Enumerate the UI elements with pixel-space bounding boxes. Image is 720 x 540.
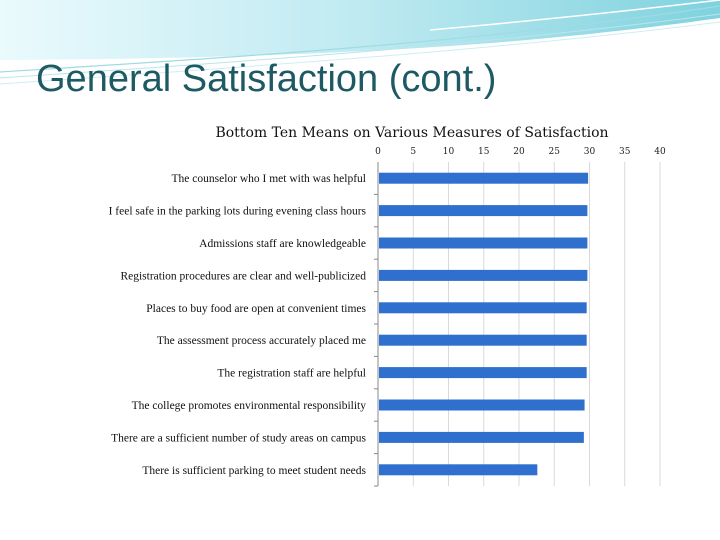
x-tick-label: 35 <box>619 147 631 157</box>
bar <box>379 269 588 281</box>
bar <box>379 302 587 314</box>
x-tick-label: 15 <box>478 147 490 157</box>
category-labels: The counselor who I met with was helpful… <box>109 173 367 477</box>
x-axis-ticks: 0 5 10 15 20 25 30 35 40 <box>375 147 666 157</box>
category-label: There is sufficient parking to meet stud… <box>142 465 366 477</box>
category-label: Registration procedures are clear and we… <box>120 270 366 282</box>
bar <box>379 334 587 346</box>
bar <box>379 237 588 249</box>
category-label: The registration staff are helpful <box>217 368 366 380</box>
bars <box>374 172 589 487</box>
category-label: I feel safe in the parking lots during e… <box>109 206 367 218</box>
header-decoration <box>0 0 720 85</box>
category-label: Admissions staff are knowledgeable <box>199 238 366 250</box>
bar <box>379 205 588 217</box>
bar <box>379 172 589 184</box>
bar <box>379 367 587 379</box>
category-label: There are a sufficient number of study a… <box>111 432 366 444</box>
category-label: The counselor who I met with was helpful <box>172 173 367 185</box>
chart-title: Bottom Ten Means on Various Measures of … <box>215 125 608 141</box>
x-tick-label: 10 <box>443 147 455 157</box>
category-label: Places to buy food are open at convenien… <box>146 303 366 315</box>
x-tick-label: 25 <box>549 147 561 157</box>
x-tick-label: 20 <box>513 147 525 157</box>
category-label: The assessment process accurately placed… <box>157 335 366 347</box>
x-tick-label: 30 <box>584 147 596 157</box>
slide-title: General Satisfaction (cont.) <box>36 58 497 100</box>
x-tick-label: 5 <box>410 147 416 157</box>
x-tick-label: 40 <box>654 147 666 157</box>
x-tick-label: 0 <box>375 147 381 157</box>
bar <box>379 464 538 476</box>
bar <box>379 431 584 443</box>
bar <box>379 399 585 411</box>
category-label: The college promotes environmental respo… <box>132 400 367 412</box>
